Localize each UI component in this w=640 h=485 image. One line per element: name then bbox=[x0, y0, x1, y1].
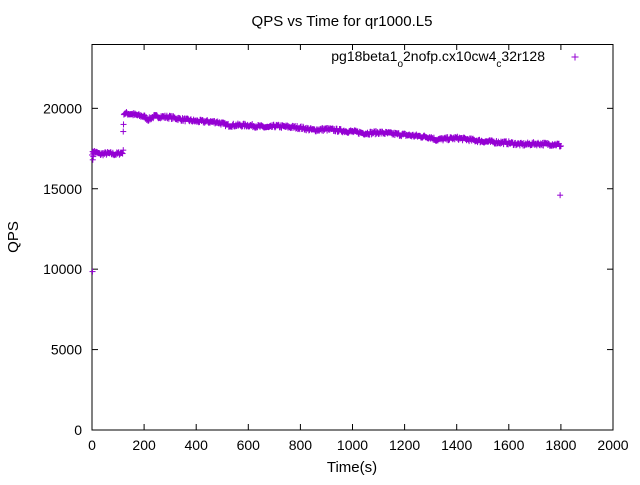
outlier-point bbox=[120, 147, 127, 154]
x-tick-label: 600 bbox=[237, 437, 261, 453]
x-tick-label: 1000 bbox=[337, 437, 368, 453]
outlier-point bbox=[120, 121, 127, 128]
outlier-point bbox=[89, 268, 96, 275]
plot-frame bbox=[91, 44, 614, 431]
x-tick-label: 1200 bbox=[389, 437, 420, 453]
x-tick-label: 1400 bbox=[441, 437, 472, 453]
x-tick-label: 800 bbox=[289, 437, 313, 453]
outlier-point bbox=[89, 156, 96, 163]
y-tick-label: 10000 bbox=[43, 261, 82, 277]
data-point bbox=[118, 149, 125, 156]
x-tick-label: 1600 bbox=[493, 437, 524, 453]
axis-ticks bbox=[91, 44, 614, 431]
outlier-point bbox=[557, 192, 564, 199]
x-tick-label: 2000 bbox=[597, 437, 628, 453]
legend-marker bbox=[571, 53, 579, 61]
legend: pg18beta1o2nofp.cx10cw4c32r128 bbox=[331, 48, 579, 70]
data-point bbox=[557, 142, 564, 149]
data-point bbox=[120, 128, 127, 135]
x-tick-label: 1800 bbox=[545, 437, 576, 453]
legend-series-label: pg18beta1o2nofp.cx10cw4c32r128 bbox=[331, 48, 545, 70]
x-tick-label: 200 bbox=[132, 437, 156, 453]
data-point bbox=[150, 115, 157, 122]
y-tick-label: 15000 bbox=[43, 181, 82, 197]
y-tick-label: 5000 bbox=[51, 342, 82, 358]
data-point bbox=[119, 150, 126, 157]
axis-tick-labels: 0 200 400 600 800 1000 1200 1400 1600 1800 2000050… bbox=[43, 100, 629, 453]
data-point bbox=[141, 112, 148, 119]
x-axis-label: Time(s) bbox=[327, 459, 377, 476]
x-tick-label: 0 bbox=[88, 437, 96, 453]
outlier-point bbox=[90, 148, 97, 155]
x-tick-label: 400 bbox=[185, 437, 209, 453]
legend-marker-cross bbox=[571, 53, 579, 61]
y-tick-label: 20000 bbox=[43, 100, 82, 116]
y-tick-label: 0 bbox=[74, 422, 82, 438]
y-axis-label: QPS bbox=[5, 221, 22, 253]
series-points bbox=[89, 109, 564, 275]
chart-title: QPS vs Time for qr1000.L5 bbox=[252, 13, 433, 30]
